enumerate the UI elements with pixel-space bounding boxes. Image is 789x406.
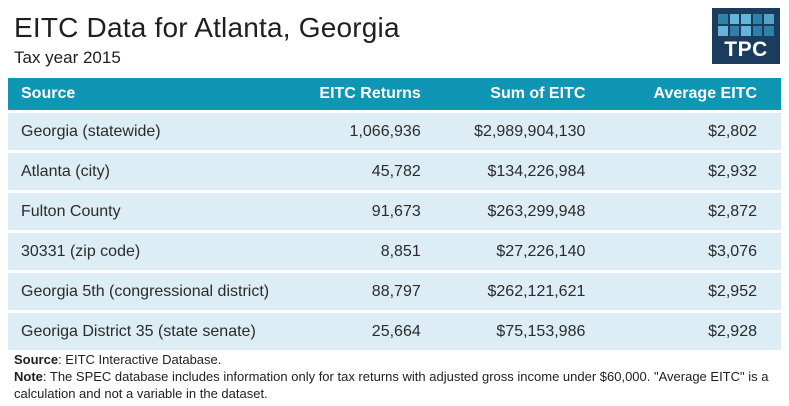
column-header-sum-of-eitc: Sum of EITC <box>444 78 610 110</box>
average-cell: $2,872 <box>609 193 781 230</box>
returns-cell: 45,782 <box>317 153 445 190</box>
returns-cell: 91,673 <box>317 193 445 230</box>
sum-cell: $75,153,986 <box>444 313 610 350</box>
source-cell: Georiga District 35 (state senate) <box>8 313 318 350</box>
page-title: EITC Data for Atlanta, Georgia <box>14 12 400 43</box>
column-header-eitc-returns: EITC Returns <box>317 78 445 110</box>
column-header-source: Source <box>8 78 318 110</box>
average-cell: $2,802 <box>609 113 781 150</box>
source-cell: Fulton County <box>8 193 318 230</box>
source-cell: 30331 (zip code) <box>8 233 318 270</box>
dataset-note-text: : The SPEC database includes information… <box>14 369 769 401</box>
sum-cell: $134,226,984 <box>444 153 610 190</box>
source-note-text: : EITC Interactive Database. <box>58 352 222 367</box>
title-block: EITC Data for Atlanta, Georgia Tax year … <box>14 12 400 68</box>
dataset-note-label: Note <box>14 369 43 384</box>
logo-square <box>729 26 740 36</box>
source-cell: Georgia (statewide) <box>8 113 318 150</box>
logo-square <box>764 14 774 24</box>
returns-cell: 25,664 <box>317 313 445 350</box>
column-header-average-eitc: Average EITC <box>609 78 781 110</box>
table-row: Georgia 5th (congressional district) 88,… <box>8 273 781 310</box>
source-cell: Atlanta (city) <box>8 153 318 190</box>
logo-square <box>741 26 751 36</box>
logo-square <box>764 26 774 36</box>
logo-square <box>752 26 763 36</box>
dataset-note: Note: The SPEC database includes informa… <box>14 368 778 402</box>
tpc-logo-squares-grid <box>718 14 774 36</box>
source-note-label: Source <box>14 352 59 367</box>
source-cell: Georgia 5th (congressional district) <box>8 273 318 310</box>
source-note: Source: EITC Interactive Database. <box>14 351 778 368</box>
average-cell: $3,076 <box>609 233 781 270</box>
table-row: Georgia (statewide) 1,066,936 $2,989,904… <box>8 113 781 150</box>
returns-cell: 88,797 <box>317 273 445 310</box>
average-cell: $2,928 <box>609 313 781 350</box>
tpc-logo: TPC <box>712 8 780 64</box>
returns-cell: 1,066,936 <box>317 113 445 150</box>
table-row: 30331 (zip code) 8,851 $27,226,140 $3,07… <box>8 233 781 270</box>
average-cell: $2,932 <box>609 153 781 190</box>
table-row: Atlanta (city) 45,782 $134,226,984 $2,93… <box>8 153 781 190</box>
table-row: Georiga District 35 (state senate) 25,66… <box>8 313 781 350</box>
logo-square <box>741 14 751 24</box>
logo-square <box>718 14 728 24</box>
sum-cell: $2,989,904,130 <box>444 113 610 150</box>
average-cell: $2,952 <box>609 273 781 310</box>
returns-cell: 8,851 <box>317 233 445 270</box>
tpc-logo-text: TPC <box>724 38 768 61</box>
logo-square <box>729 14 740 24</box>
sum-cell: $262,121,621 <box>444 273 610 310</box>
sum-cell: $263,299,948 <box>444 193 610 230</box>
footnotes: Source: EITC Interactive Database. Note:… <box>14 351 778 402</box>
logo-square <box>718 26 728 36</box>
table-row: Fulton County 91,673 $263,299,948 $2,872 <box>8 193 781 230</box>
eitc-data-table: Source EITC Returns Sum of EITC Average … <box>8 75 781 353</box>
page-subtitle: Tax year 2015 <box>14 48 121 68</box>
table-header-row: Source EITC Returns Sum of EITC Average … <box>8 78 781 110</box>
sum-cell: $27,226,140 <box>444 233 610 270</box>
logo-square <box>752 14 763 24</box>
